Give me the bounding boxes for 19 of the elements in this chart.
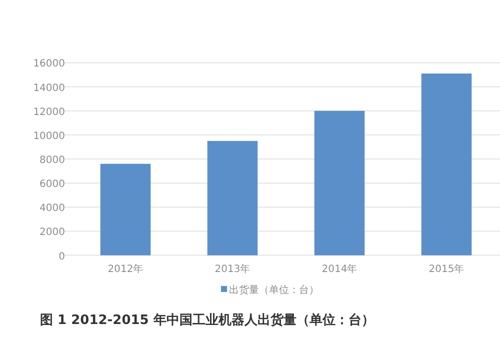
x-tick-label: 2014年 <box>322 263 358 275</box>
caption: 图 1 2012-2015 年中国工业机器人出货量（单位：台） <box>40 312 374 328</box>
y-tick-label: 2000 <box>40 227 65 238</box>
x-tick-label: 2012年 <box>108 263 144 275</box>
y-tick-label: 6000 <box>40 179 65 190</box>
legend-label: 出货量（单位：台） <box>229 284 319 296</box>
x-tick-label: 2015年 <box>428 263 464 275</box>
bar <box>207 140 258 256</box>
bar <box>314 110 365 256</box>
y-tick-label: 4000 <box>40 203 65 214</box>
y-tick-label: 0 <box>58 251 65 262</box>
y-tick-label: 14000 <box>33 82 65 94</box>
y-tick-label: 12000 <box>33 106 65 118</box>
bar <box>421 74 472 256</box>
x-tick-label: 2013年 <box>214 263 250 275</box>
bar <box>100 164 151 256</box>
y-tick-label: 16000 <box>33 58 65 70</box>
y-tick-label: 8000 <box>40 155 65 166</box>
y-tick-label: 10000 <box>33 130 65 142</box>
